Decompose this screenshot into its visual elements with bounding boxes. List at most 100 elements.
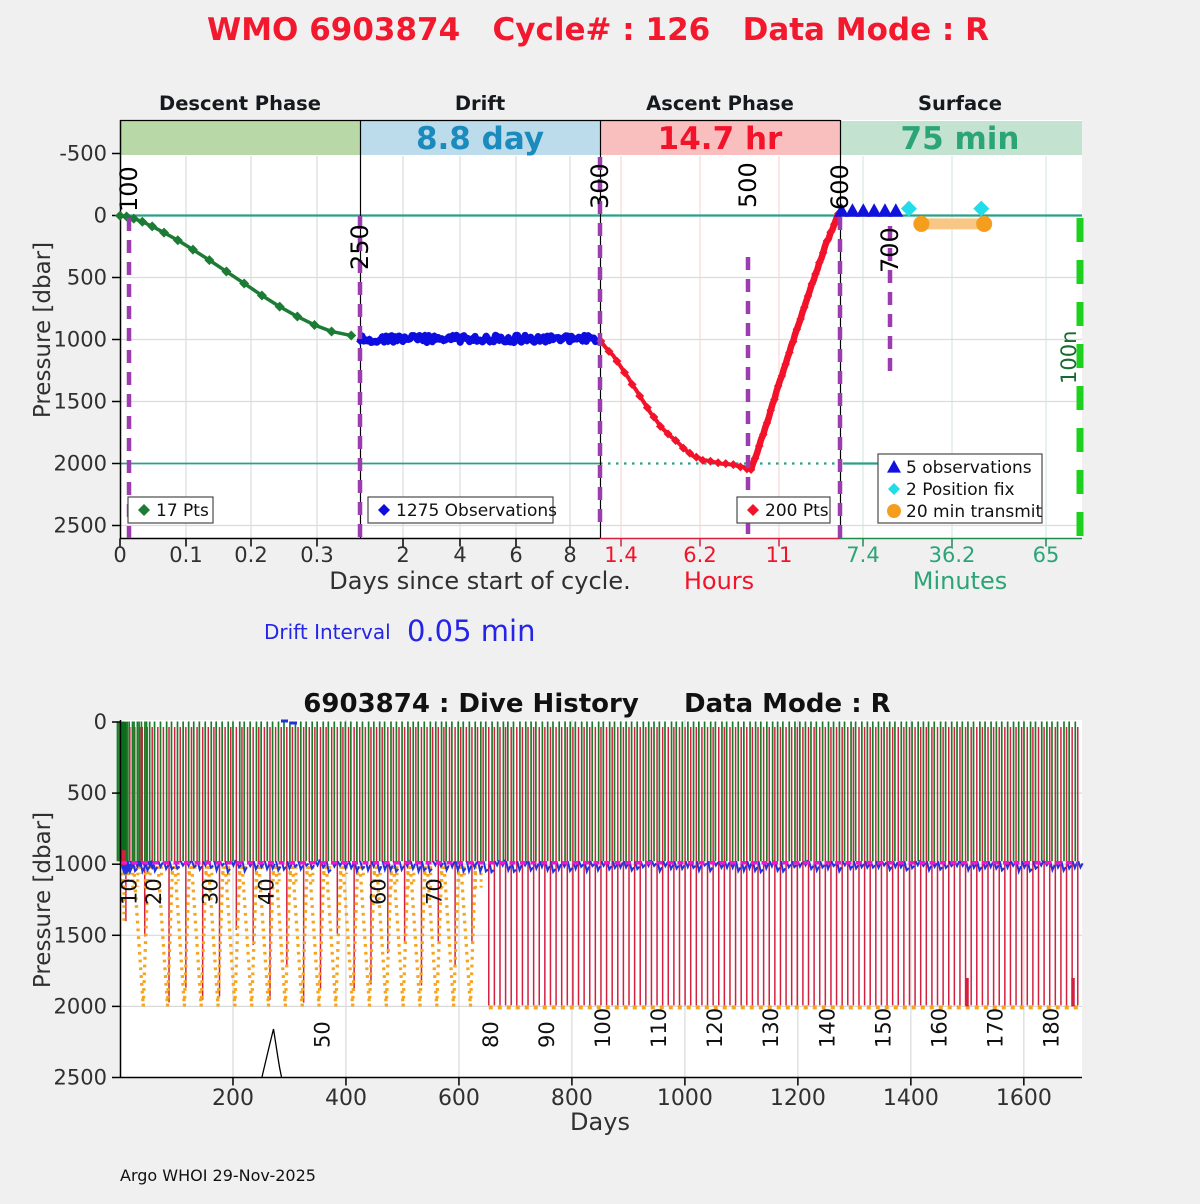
drift-point (504, 333, 513, 342)
drift-point (495, 336, 504, 345)
profile-point (818, 248, 828, 258)
profile-point (746, 465, 756, 474)
drift-point (485, 337, 494, 346)
legend-box (877, 453, 1043, 524)
drift-point (411, 333, 420, 342)
x-tick-label: 65 (1033, 543, 1060, 567)
xlabel-hours: Hours (684, 567, 754, 595)
deep-dive-leg (257, 866, 271, 1007)
profile-point (649, 412, 659, 422)
descent-point (159, 227, 170, 238)
legend-marker (138, 504, 150, 516)
profile-point (807, 279, 817, 289)
x-tick-label: 6 (509, 543, 522, 567)
legend-box (367, 496, 554, 524)
profile-point (728, 460, 738, 470)
event-line-label: 600 (826, 164, 854, 210)
profile-point (671, 435, 681, 445)
x-tick-label: 1400 (883, 1086, 939, 1111)
surface-observation (866, 203, 882, 217)
x-tick-label: 36.2 (929, 543, 976, 567)
bottom-ylabel: Pressure [dbar] (30, 812, 56, 988)
bottom-xlabel: Days (570, 1108, 630, 1136)
cycle-number-label: 90 (535, 1021, 559, 1048)
event-line-label: 100 (115, 166, 143, 212)
descent-point (274, 301, 285, 312)
profile-point (655, 421, 665, 431)
transmit-point (976, 215, 993, 232)
deep-dive-leg (206, 866, 220, 1007)
x-tick-label: 0.1 (169, 543, 202, 567)
cycle-number-label: 80 (479, 1021, 503, 1048)
y-tick-label: 2500 (54, 1066, 107, 1090)
phase-title: Drift (455, 92, 505, 115)
drift-point (467, 335, 476, 344)
cycle-number-label: 150 (871, 1008, 895, 1048)
position-fix (973, 200, 990, 217)
y-tick-label: 2500 (54, 514, 107, 538)
phase-duration: 8.8 day (416, 121, 544, 157)
first-cycle-ascent (122, 850, 126, 866)
phase-duration: 75 min (901, 121, 1020, 157)
spike-annotation (261, 1028, 283, 1078)
deep-dive-leg (291, 866, 304, 1007)
profile-point (750, 454, 760, 463)
profile-point (800, 303, 809, 312)
profile-point (642, 403, 652, 413)
drift-point (393, 336, 402, 345)
deep-dive-leg (324, 866, 338, 1007)
event-line-label: 700 (876, 227, 904, 273)
descent-point (121, 211, 132, 222)
y-tick-label: 500 (67, 781, 107, 805)
cycle-number-label: 160 (928, 1008, 952, 1048)
profile-point (766, 405, 776, 415)
descent-point (147, 221, 158, 232)
drift-point (458, 332, 467, 341)
phase-title: Ascent Phase (646, 92, 794, 115)
profile-point (698, 455, 708, 465)
cycle-end-label: 100n (1057, 331, 1081, 384)
event-line-label: 250 (346, 224, 374, 270)
deep-dive-leg (442, 866, 456, 1007)
x-tick-label: 600 (438, 1086, 480, 1111)
profile-point (705, 456, 715, 466)
x-tick-label: 200 (212, 1086, 254, 1111)
phase-duration: 14.7 hr (658, 121, 783, 157)
profile-point (721, 459, 731, 469)
drift-point (541, 337, 550, 346)
drift-interval-label: Drift Interval (264, 620, 391, 644)
deep-dive-leg (358, 866, 372, 1007)
y-tick-label: 0 (94, 710, 107, 734)
drift-point (587, 334, 596, 343)
drift-point (448, 331, 457, 340)
phase-band (600, 121, 840, 155)
phase-band (360, 121, 600, 155)
profile-point (777, 371, 787, 381)
descent-point (292, 311, 303, 322)
cycle-number-label: 100 (591, 1008, 615, 1048)
phase-title: Descent Phase (159, 92, 321, 115)
descent-point (115, 210, 125, 221)
x-tick-label: 0 (113, 543, 126, 567)
profile-point (781, 359, 790, 369)
profile-point (792, 324, 802, 334)
x-tick-label: 1200 (770, 1086, 826, 1111)
profile-point (635, 391, 645, 401)
descent-point (172, 235, 183, 246)
drift-point (430, 332, 439, 341)
cycle-number-label: 70 (423, 878, 447, 905)
phase-title: Surface (918, 92, 1002, 115)
descent-point (187, 244, 198, 255)
deep-dive-leg (341, 866, 355, 1007)
x-tick-label: 1000 (657, 1086, 713, 1111)
drift-point (439, 336, 448, 345)
descent-point (221, 266, 232, 277)
legend-label: 17 Pts (156, 501, 209, 521)
deep-dive-leg (173, 866, 187, 1007)
x-tick-label: 400 (325, 1086, 367, 1111)
cycle-number-label: 130 (759, 1008, 783, 1048)
profile-point (788, 337, 798, 346)
y-tick-label: 1500 (54, 923, 107, 947)
x-tick-label: 0.2 (234, 543, 267, 567)
